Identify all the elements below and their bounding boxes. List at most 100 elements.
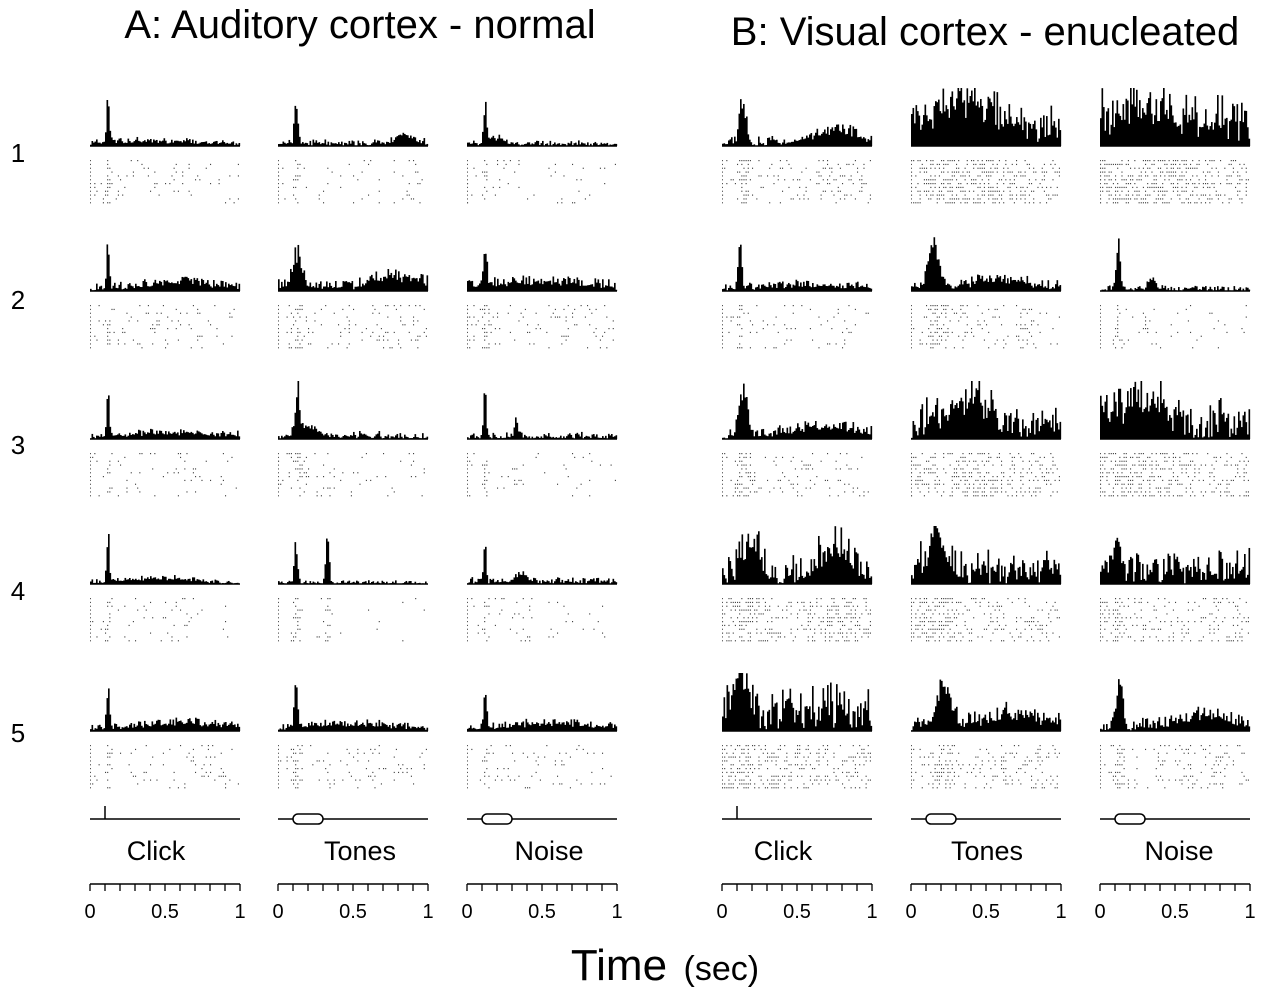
raster-spike bbox=[1179, 175, 1181, 177]
histogram-bar bbox=[867, 139, 870, 146]
raster-spike bbox=[107, 328, 109, 330]
raster-spike bbox=[737, 163, 739, 166]
histogram-bar bbox=[737, 267, 739, 291]
raster-spike bbox=[107, 756, 109, 758]
raster-spike bbox=[953, 347, 955, 349]
raster-trial-start bbox=[467, 456, 468, 459]
raster-spike bbox=[361, 339, 363, 341]
raster-spike bbox=[867, 312, 869, 314]
raster-spike bbox=[574, 202, 576, 204]
histogram-bar bbox=[816, 284, 819, 291]
raster-spike bbox=[747, 190, 749, 192]
histogram-bar bbox=[171, 579, 173, 584]
raster-spike bbox=[546, 331, 548, 334]
histogram-bar bbox=[836, 124, 838, 146]
histogram-bar bbox=[1241, 102, 1243, 146]
raster-spike bbox=[962, 305, 964, 307]
histogram-bar bbox=[1041, 410, 1044, 439]
raster-trial-start bbox=[467, 331, 468, 334]
raster-trial-start bbox=[911, 175, 912, 177]
raster-spike bbox=[299, 779, 301, 781]
histogram-bar bbox=[1205, 109, 1207, 146]
raster-spike bbox=[782, 456, 784, 459]
raster-spike bbox=[96, 460, 98, 462]
raster-spike bbox=[355, 324, 357, 326]
histogram-bar bbox=[192, 283, 194, 291]
raster-spike bbox=[154, 186, 156, 189]
raster-spike bbox=[192, 305, 194, 307]
histogram-bar bbox=[821, 133, 823, 146]
histogram-bar bbox=[810, 287, 813, 291]
histogram-bar bbox=[1236, 104, 1239, 146]
raster-spike bbox=[863, 183, 865, 185]
histogram-bar bbox=[282, 141, 285, 146]
raster-spike bbox=[983, 186, 985, 189]
histogram-bar bbox=[569, 143, 571, 146]
histogram-bar bbox=[530, 725, 532, 731]
histogram-bar bbox=[498, 723, 501, 731]
raster-trial-start bbox=[90, 328, 91, 330]
histogram-bar bbox=[422, 274, 424, 291]
histogram-bar bbox=[300, 723, 303, 731]
histogram-bar bbox=[156, 283, 158, 291]
raster-spike bbox=[184, 468, 186, 470]
histogram-bar bbox=[151, 578, 154, 584]
histogram-bar bbox=[756, 286, 759, 291]
raster-spike bbox=[926, 316, 928, 318]
histogram-bar bbox=[368, 580, 370, 584]
histogram-bar bbox=[332, 434, 334, 439]
histogram-bar bbox=[590, 284, 592, 291]
histogram-bar bbox=[356, 580, 358, 584]
raster-spike bbox=[293, 324, 295, 326]
histogram-bar bbox=[100, 582, 103, 584]
raster-spike bbox=[977, 194, 979, 196]
raster-spike bbox=[301, 779, 303, 781]
histogram-bar bbox=[611, 286, 613, 291]
raster-trial-start bbox=[467, 316, 468, 318]
raster-spike bbox=[844, 483, 846, 485]
raster-spike bbox=[994, 316, 996, 318]
histogram-bar bbox=[606, 142, 609, 146]
histogram-bar bbox=[1232, 103, 1234, 146]
histogram-bar bbox=[183, 277, 185, 291]
histogram-bar bbox=[127, 284, 130, 291]
histogram-bar bbox=[133, 141, 136, 146]
raster-spike bbox=[1172, 186, 1174, 189]
raster-spike bbox=[941, 190, 943, 192]
histogram-bar bbox=[863, 428, 865, 439]
raster-spike bbox=[1037, 186, 1039, 189]
raster-spike bbox=[280, 483, 282, 485]
raster-spike bbox=[1155, 331, 1157, 334]
histogram-bar bbox=[139, 721, 142, 731]
raster-spike bbox=[863, 495, 865, 497]
histogram-bar bbox=[960, 279, 963, 291]
histogram-bar bbox=[377, 140, 379, 146]
raster-spike bbox=[775, 464, 777, 466]
histogram-bar bbox=[588, 726, 591, 731]
raster-trial-start bbox=[1100, 183, 1101, 185]
raster-trial-start bbox=[467, 624, 468, 627]
raster-trial-start bbox=[90, 479, 91, 482]
histogram-bar bbox=[482, 271, 484, 291]
raster-spike bbox=[797, 495, 799, 497]
raster-spike bbox=[301, 347, 303, 349]
histogram-bar bbox=[788, 142, 790, 146]
raster-spike bbox=[1149, 160, 1151, 162]
histogram-bar bbox=[1245, 287, 1248, 291]
histogram-bar bbox=[414, 581, 417, 584]
raster-spike bbox=[231, 748, 233, 751]
histogram-bar bbox=[566, 721, 568, 731]
raster-spike bbox=[749, 179, 751, 181]
raster-spike bbox=[117, 460, 119, 462]
histogram-bar bbox=[1173, 122, 1176, 146]
histogram-bar bbox=[774, 284, 777, 291]
raster-spike bbox=[973, 335, 975, 337]
raster-spike bbox=[807, 198, 809, 200]
histogram-bar bbox=[130, 142, 133, 146]
raster-spike bbox=[92, 621, 94, 623]
histogram-bar bbox=[1194, 285, 1197, 291]
histogram-bar bbox=[278, 729, 280, 731]
raster-spike bbox=[177, 320, 179, 322]
raster-spike bbox=[1033, 171, 1035, 173]
raster-spike bbox=[1125, 202, 1127, 204]
